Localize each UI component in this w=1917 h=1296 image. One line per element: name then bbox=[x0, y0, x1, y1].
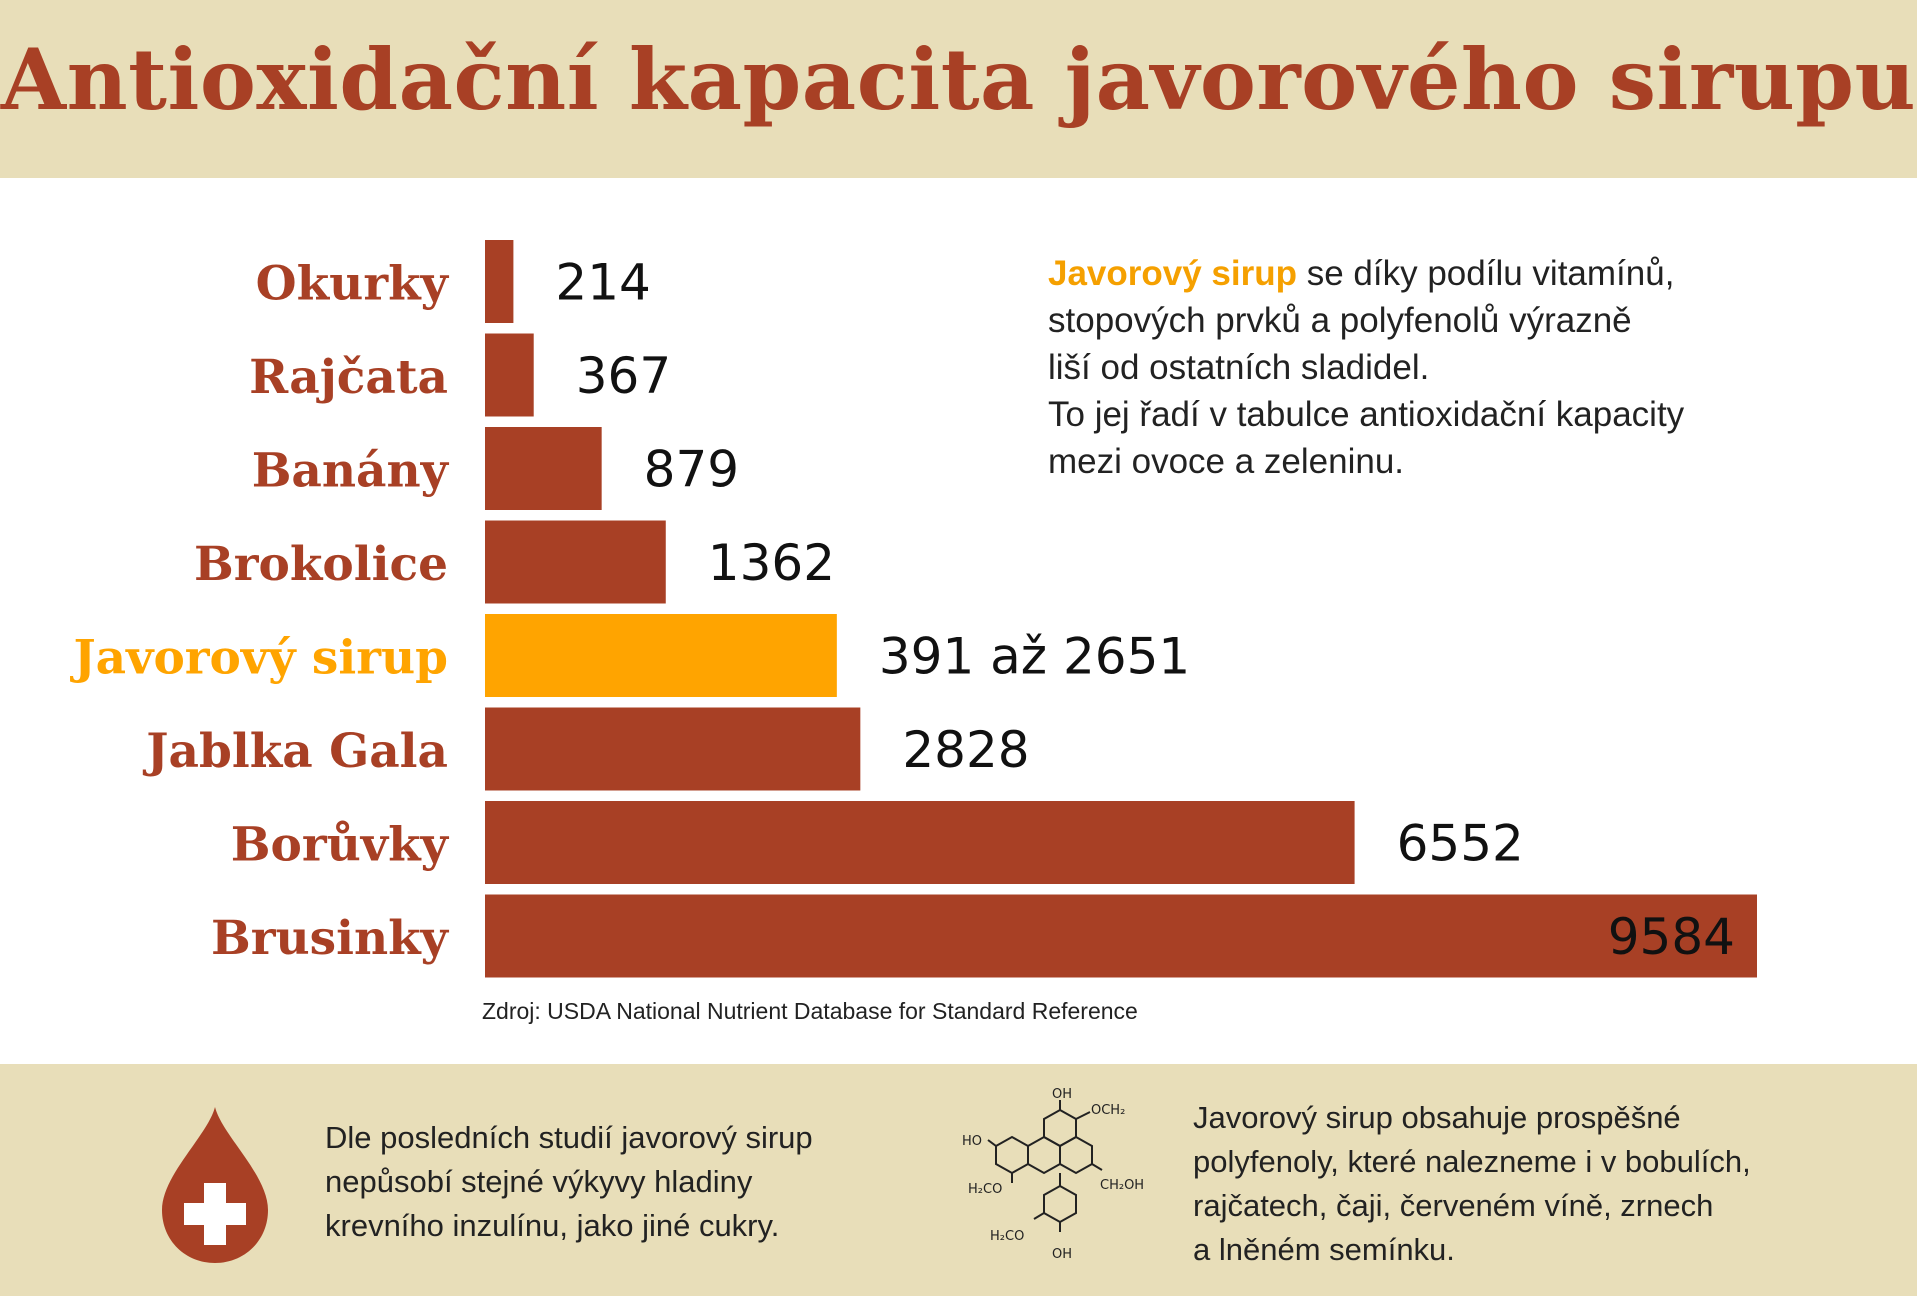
page-title: Antioxidační kapacita javorového sirupu bbox=[0, 30, 1917, 129]
description-line3: liší od ostatních sladidel. bbox=[1048, 348, 1430, 387]
bar-5 bbox=[485, 614, 837, 697]
molecule-label: H₂CO bbox=[990, 1229, 1024, 1244]
category-label: Banány bbox=[252, 444, 450, 499]
bar-8 bbox=[485, 894, 1757, 978]
bar-4 bbox=[485, 520, 666, 604]
data-label: 391 až 2651 bbox=[879, 628, 1190, 686]
description-highlight: Javorový sirup bbox=[1048, 254, 1297, 293]
data-label: 1362 bbox=[708, 534, 835, 592]
footer-left-text: Dle posledních studií javorový sirup nep… bbox=[325, 1116, 885, 1248]
category-label: Brokolice bbox=[194, 537, 448, 592]
data-label: 2828 bbox=[902, 721, 1029, 779]
bar-7 bbox=[485, 801, 1355, 884]
molecule-label: OCH₂ bbox=[1091, 1103, 1125, 1118]
molecule-label: HO bbox=[962, 1134, 982, 1149]
header-banner: Antioxidační kapacita javorového sirupu bbox=[0, 0, 1917, 178]
description-line2: stopových prvků a polyfenolů výrazně bbox=[1048, 301, 1632, 340]
bar-2 bbox=[485, 333, 534, 417]
footer-panel bbox=[0, 1064, 1917, 1296]
molecule-label: H₂CO bbox=[968, 1182, 1002, 1197]
category-label: Javorový sirup bbox=[69, 631, 448, 686]
molecule-label: OH bbox=[1052, 1247, 1072, 1262]
data-label: 9584 bbox=[1608, 908, 1735, 966]
footer-right-line: rajčatech, čaji, červeném víně, zrnech bbox=[1193, 1188, 1714, 1223]
description-text: Javorový sirup se díky podílu vitamínů, … bbox=[1048, 250, 1868, 485]
bar-1 bbox=[485, 240, 514, 323]
bar-6 bbox=[485, 707, 861, 791]
bar-3 bbox=[485, 427, 602, 510]
molecule-label: OH bbox=[1052, 1088, 1072, 1102]
footer-right-text: Javorový sirup obsahuje prospěšné polyfe… bbox=[1193, 1096, 1893, 1272]
category-label: Borůvky bbox=[231, 818, 450, 873]
footer-right-line: a lněném semínku. bbox=[1193, 1232, 1455, 1267]
category-label: Rajčata bbox=[249, 350, 448, 405]
footer-left-line: nepůsobí stejné výkyvy hladiny bbox=[325, 1164, 753, 1199]
bar-chart: Okurky 214 Rajčata 367 Banány 879 Brokolice 136… bbox=[69, 240, 1757, 978]
data-label: 214 bbox=[555, 254, 650, 312]
description-line4: To jej řadí v tabulce antioxidační kapac… bbox=[1048, 395, 1685, 434]
description-line5: mezi ovoce a zeleninu. bbox=[1048, 442, 1405, 481]
data-label: 6552 bbox=[1397, 815, 1524, 873]
polyphenol-molecule-icon: OH OCH₂ HO H₂CO CH₂OH H₂CO OH bbox=[962, 1088, 1144, 1262]
blood-drop-cross-icon bbox=[162, 1107, 268, 1263]
source-note: Zdroj: USDA National Nutrient Database f… bbox=[482, 998, 1138, 1024]
data-label: 367 bbox=[576, 347, 671, 405]
data-label: 879 bbox=[644, 441, 739, 499]
footer-right-line: polyfenoly, které nalezneme i v bobulích… bbox=[1193, 1144, 1751, 1179]
category-label: Jablka Gala bbox=[142, 724, 448, 779]
footer-right-line: Javorový sirup obsahuje prospěšné bbox=[1193, 1100, 1681, 1135]
description-line1: se díky podílu vitamínů, bbox=[1297, 254, 1675, 293]
category-label: Brusinky bbox=[211, 911, 450, 966]
category-label: Okurky bbox=[256, 257, 450, 312]
footer-left-line: Dle posledních studií javorový sirup bbox=[325, 1120, 813, 1155]
footer-left-line: krevního inzulínu, jako jiné cukry. bbox=[325, 1208, 780, 1243]
molecule-label: CH₂OH bbox=[1100, 1178, 1144, 1193]
